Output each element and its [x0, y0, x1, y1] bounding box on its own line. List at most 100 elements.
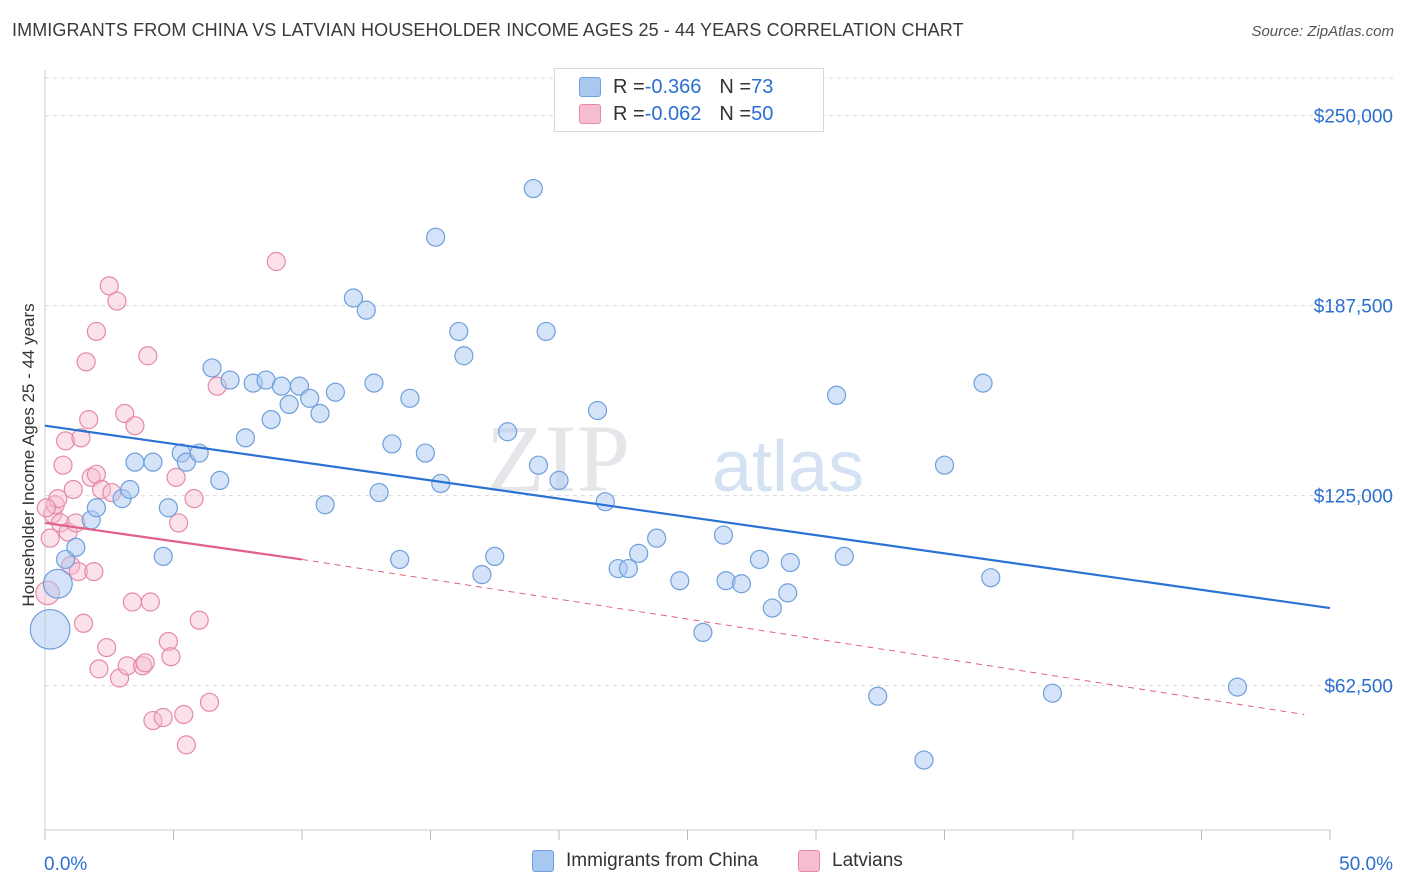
latvian-point	[63, 479, 83, 500]
x-tick-labels: 0.0% 50.0%	[44, 854, 1393, 875]
china-point	[826, 385, 847, 405]
china-point	[261, 410, 281, 430]
china-point	[300, 388, 320, 408]
latvian-point	[109, 668, 130, 688]
china-point	[647, 528, 667, 548]
legend-latvian-stats: R = -0.062 N = 50	[579, 102, 773, 126]
legend-item-latvian[interactable]: Latvians	[798, 850, 903, 872]
china-point	[315, 495, 335, 515]
watermark: ZIP atlas	[486, 405, 864, 512]
china-legend-label: Immigrants from China	[566, 850, 759, 871]
china-point	[369, 482, 389, 503]
china-point	[42, 568, 73, 599]
latvian-point	[53, 455, 73, 475]
y-tick-labels: $62,500 $125,000 $187,500 $250,000	[1314, 107, 1393, 698]
latvian-point	[135, 653, 155, 673]
latvian-point	[266, 251, 286, 272]
latvian-point	[138, 346, 158, 366]
china-trend-line	[44, 424, 1331, 610]
china-point	[595, 492, 615, 512]
latvian-point	[89, 659, 109, 679]
china-point	[153, 546, 173, 567]
china-point	[390, 549, 410, 570]
latvian-n-label: N =	[719, 102, 752, 125]
china-point	[220, 370, 240, 390]
latvian-point	[133, 656, 153, 676]
latvian-point	[166, 467, 186, 487]
x-tick-label: 0.0%	[44, 854, 87, 875]
china-point	[120, 479, 140, 500]
series-legend: Immigrants from China Latvians	[0, 850, 1406, 878]
china-point	[271, 376, 292, 396]
latvian-n-value: 50	[751, 102, 774, 125]
latvian-point	[71, 428, 91, 448]
china-point	[778, 583, 798, 603]
latvian-point	[158, 631, 178, 652]
china-r-label: R =	[613, 75, 645, 98]
chart-title: IMMIGRANTS FROM CHINA VS LATVIAN HOUSEHO…	[12, 20, 964, 40]
china-point	[400, 388, 420, 408]
latvian-point	[79, 410, 99, 430]
latvian-r-label: R =	[613, 102, 645, 125]
china-point	[158, 498, 178, 518]
china-point	[279, 394, 299, 414]
y-axis-label: Householder Income Ages 25 - 44 years	[19, 303, 38, 606]
china-point	[310, 403, 330, 424]
china-point	[415, 443, 435, 463]
china-point	[716, 571, 736, 591]
china-point	[125, 452, 145, 472]
china-n-label: N =	[719, 75, 752, 98]
latvian-point	[36, 498, 56, 518]
trend-lines	[44, 424, 1331, 715]
china-point	[618, 558, 638, 579]
china-point	[202, 358, 222, 378]
china-point	[523, 178, 543, 199]
china-point	[981, 568, 1001, 588]
latvian-swatch	[579, 104, 601, 124]
china-r-value: -0.366	[644, 75, 702, 98]
china-point	[670, 571, 690, 591]
china-point	[325, 382, 346, 402]
china-point	[356, 300, 376, 320]
china-point	[693, 622, 713, 643]
y-tick-label: $62,500	[1324, 677, 1393, 698]
latvian-points	[35, 251, 286, 755]
china-point	[364, 373, 384, 393]
latvian-point	[161, 647, 181, 667]
china-point	[1227, 677, 1248, 697]
china-point	[454, 346, 474, 366]
latvian-point	[99, 276, 119, 296]
source-note: Source: ZipAtlas.com	[1251, 23, 1394, 40]
china-point	[66, 537, 86, 557]
latvian-point	[189, 610, 209, 630]
china-points	[29, 178, 1248, 770]
y-tick-label: $250,000	[1314, 107, 1393, 128]
latvian-point	[40, 528, 60, 548]
stats-legend: R = -0.366 N = 73 R = -0.062 N = 50	[554, 68, 824, 132]
latvian-point	[86, 464, 107, 484]
latvian-point	[140, 592, 160, 612]
latvian-point	[68, 561, 89, 582]
latvian-point	[84, 561, 104, 582]
china-point	[426, 227, 446, 247]
latvian-point	[153, 707, 173, 728]
latvian-point	[76, 352, 96, 372]
china-point	[343, 288, 363, 308]
watermark-atlas: atlas	[712, 427, 864, 507]
latvian-point	[125, 416, 145, 436]
legend-item-china[interactable]: Immigrants from China	[532, 850, 758, 872]
china-point	[713, 525, 734, 545]
china-point	[834, 546, 854, 567]
china-point	[934, 455, 955, 475]
y-tick-label: $187,500	[1314, 297, 1393, 318]
legend-china-stats: R = -0.366 N = 73	[579, 75, 773, 99]
latvian-point	[184, 489, 204, 509]
latvian-trend-line	[44, 521, 303, 561]
latvian-point	[97, 637, 117, 658]
china-n-value: 73	[751, 75, 774, 98]
latvian-point	[55, 431, 76, 451]
china-point	[143, 452, 163, 472]
china-legend-swatch	[532, 850, 554, 872]
china-point	[498, 422, 518, 442]
